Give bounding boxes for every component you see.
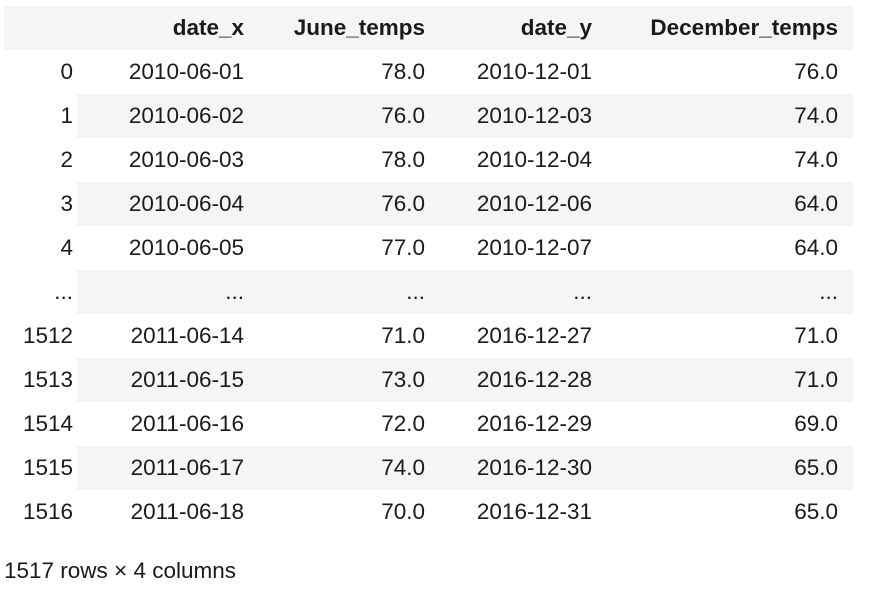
cell-date-x: 2011-06-17 — [77, 446, 244, 490]
cell-december-temps: 65.0 — [794, 499, 838, 524]
cell-date-x: 2010-06-02 — [77, 94, 244, 138]
cell-december-temps: 69.0 — [794, 411, 838, 436]
cell-june-temps: 70.0 — [381, 499, 425, 524]
row-index: 1 — [60, 103, 73, 128]
row-index: 1512 — [22, 323, 73, 348]
table-row: 3 2010-06-04 76.0 2010-12-06 64.0 — [4, 182, 854, 226]
table-row: 1515 2011-06-17 74.0 2016-12-30 65.0 — [4, 446, 854, 490]
cell-december-temps: 65.0 — [592, 446, 854, 490]
table-row: 1513 2011-06-15 73.0 2016-12-28 71.0 — [4, 358, 854, 402]
column-header-june-temps: June_temps — [244, 6, 425, 50]
cell-date-y: 2010-12-06 — [425, 182, 592, 226]
row-index: 1513 — [22, 367, 73, 392]
cell-date-y: 2016-12-30 — [425, 446, 592, 490]
cell-date-x: 2010-06-01 — [128, 59, 244, 84]
table-row: 2 2010-06-03 78.0 2010-12-04 74.0 — [4, 138, 854, 182]
cell-date-x: ... — [77, 270, 244, 314]
cell-june-temps: 74.0 — [244, 446, 425, 490]
cell-june-temps: 77.0 — [381, 235, 425, 260]
column-header-december-temps: December_temps — [592, 6, 854, 50]
cell-date-x: 2011-06-18 — [130, 499, 244, 524]
row-index: 1516 — [22, 499, 73, 524]
cell-december-temps: 76.0 — [794, 59, 838, 84]
cell-june-temps: 73.0 — [244, 358, 425, 402]
cell-date-x: 2011-06-16 — [130, 411, 244, 436]
index-header — [4, 6, 77, 50]
column-header-date-y: date_y — [425, 6, 592, 50]
cell-date-x: 2010-06-05 — [128, 235, 244, 260]
cell-december-temps: 74.0 — [592, 94, 854, 138]
row-index: ... — [54, 279, 73, 304]
cell-december-temps: 64.0 — [592, 182, 854, 226]
cell-june-temps: 78.0 — [381, 147, 425, 172]
row-index: 0 — [60, 59, 73, 84]
cell-date-x: 2011-06-14 — [130, 323, 244, 348]
dataframe-table: date_x June_temps date_y December_temps … — [4, 6, 854, 534]
cell-date-y: 2010-12-07 — [476, 235, 592, 260]
cell-december-temps: ... — [592, 270, 854, 314]
table-row: 0 2010-06-01 78.0 2010-12-01 76.0 — [4, 50, 854, 94]
row-index: 3 — [60, 191, 73, 216]
cell-date-y: 2010-12-01 — [476, 59, 592, 84]
cell-june-temps: 76.0 — [244, 94, 425, 138]
table-row: 1516 2011-06-18 70.0 2016-12-31 65.0 — [4, 490, 854, 534]
row-index: 2 — [60, 147, 73, 172]
cell-june-temps: 72.0 — [381, 411, 425, 436]
cell-date-y: 2016-12-31 — [476, 499, 592, 524]
row-index: 1515 — [22, 455, 73, 480]
cell-december-temps: 74.0 — [794, 147, 838, 172]
cell-december-temps: 71.0 — [794, 323, 838, 348]
table-row: 4 2010-06-05 77.0 2010-12-07 64.0 — [4, 226, 854, 270]
row-index: 1514 — [22, 411, 73, 436]
cell-december-temps: 71.0 — [592, 358, 854, 402]
cell-date-x: 2011-06-15 — [77, 358, 244, 402]
cell-date-x: 2010-06-03 — [128, 147, 244, 172]
row-index: 4 — [60, 235, 73, 260]
table-body: 0 2010-06-01 78.0 2010-12-01 76.0 1 2010-06-02… — [4, 50, 854, 534]
cell-date-y: 2016-12-29 — [476, 411, 592, 436]
cell-december-temps: 64.0 — [794, 235, 838, 260]
cell-date-y: 2010-12-03 — [425, 94, 592, 138]
cell-date-y: 2010-12-04 — [476, 147, 592, 172]
cell-date-y: ... — [425, 270, 592, 314]
row-column-summary: 1517 rows × 4 columns — [4, 558, 236, 583]
cell-date-y: 2016-12-27 — [476, 323, 592, 348]
cell-june-temps: 78.0 — [381, 59, 425, 84]
cell-june-temps: 71.0 — [381, 323, 425, 348]
header-row: date_x June_temps date_y December_temps — [4, 6, 854, 50]
column-header-date-x: date_x — [77, 6, 244, 50]
table-row: 1514 2011-06-16 72.0 2016-12-29 69.0 — [4, 402, 854, 446]
table-row: 1 2010-06-02 76.0 2010-12-03 74.0 — [4, 94, 854, 138]
cell-june-temps: ... — [244, 270, 425, 314]
table-row: ............... — [4, 270, 854, 314]
cell-date-x: 2010-06-04 — [77, 182, 244, 226]
table-row: 1512 2011-06-14 71.0 2016-12-27 71.0 — [4, 314, 854, 358]
cell-june-temps: 76.0 — [244, 182, 425, 226]
cell-date-y: 2016-12-28 — [425, 358, 592, 402]
